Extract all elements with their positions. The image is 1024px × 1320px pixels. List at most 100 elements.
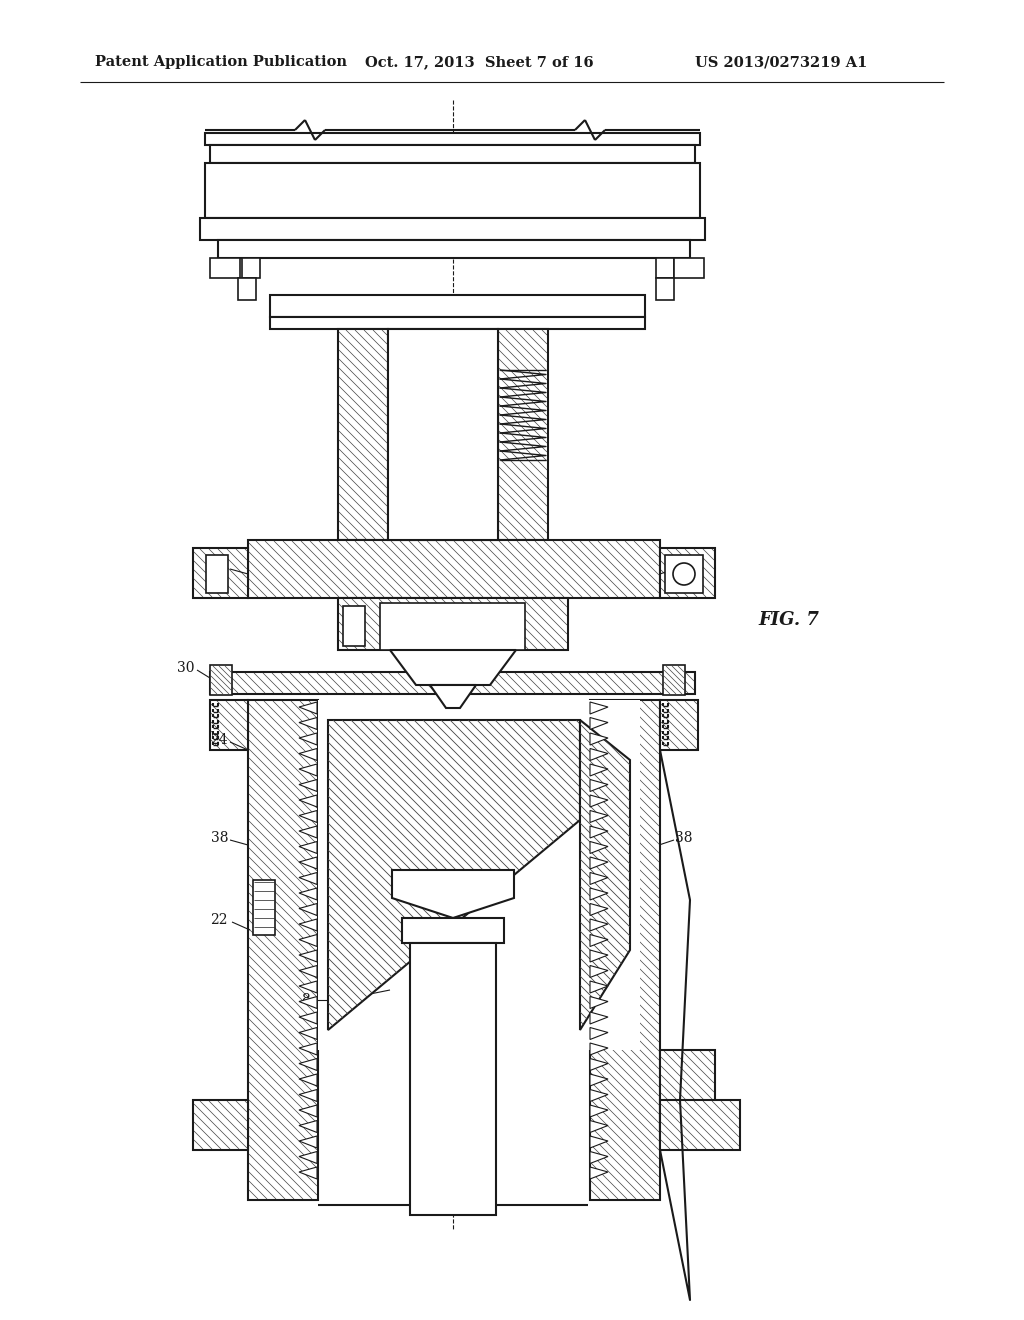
Polygon shape (299, 1012, 317, 1024)
Text: Patent Application Publication: Patent Application Publication (95, 55, 347, 69)
Polygon shape (299, 857, 317, 869)
Text: 30: 30 (177, 661, 195, 675)
Bar (200, 218, 705, 240)
Bar (248, 700, 318, 1200)
Polygon shape (299, 1137, 317, 1148)
Bar (205, 133, 700, 145)
Polygon shape (328, 719, 580, 1030)
Polygon shape (299, 965, 317, 978)
Bar (410, 942, 496, 1214)
Polygon shape (590, 1151, 608, 1163)
Polygon shape (590, 842, 608, 854)
Bar (656, 257, 674, 279)
Polygon shape (590, 718, 608, 730)
Bar (210, 700, 248, 750)
Bar (660, 700, 698, 750)
Bar (674, 257, 705, 279)
Bar (210, 257, 240, 279)
Polygon shape (590, 764, 608, 776)
Polygon shape (590, 903, 608, 916)
Text: Oct. 17, 2013  Sheet 7 of 16: Oct. 17, 2013 Sheet 7 of 16 (365, 55, 594, 69)
Polygon shape (590, 935, 608, 946)
Polygon shape (299, 718, 317, 730)
Bar (248, 540, 660, 598)
Text: 36: 36 (392, 713, 410, 727)
Polygon shape (590, 997, 608, 1008)
Bar (665, 554, 703, 593)
Text: 8: 8 (301, 993, 310, 1007)
Polygon shape (299, 1059, 317, 1071)
Polygon shape (299, 1027, 317, 1040)
Polygon shape (299, 919, 317, 931)
Bar (210, 672, 695, 694)
Polygon shape (299, 748, 317, 760)
Bar (388, 329, 498, 540)
Text: 24: 24 (210, 733, 228, 747)
Text: 38: 38 (211, 560, 228, 574)
Polygon shape (590, 1043, 608, 1055)
Polygon shape (590, 1012, 608, 1024)
Polygon shape (590, 888, 608, 900)
Bar (590, 700, 660, 1200)
Polygon shape (590, 810, 608, 822)
Text: US 2013/0273219 A1: US 2013/0273219 A1 (695, 55, 867, 69)
Polygon shape (299, 1074, 317, 1086)
Text: 38: 38 (675, 832, 692, 845)
Polygon shape (580, 719, 630, 1030)
Bar (343, 606, 365, 645)
Text: 38: 38 (675, 560, 692, 574)
Bar (338, 329, 388, 540)
Bar (660, 548, 715, 598)
Polygon shape (299, 810, 317, 822)
Bar (193, 1100, 248, 1150)
Polygon shape (299, 764, 317, 776)
Polygon shape (590, 919, 608, 931)
Bar (206, 554, 228, 593)
Polygon shape (299, 1151, 317, 1163)
Polygon shape (299, 1121, 317, 1133)
Polygon shape (590, 733, 608, 744)
Polygon shape (590, 1121, 608, 1133)
Bar (380, 603, 525, 649)
Bar (338, 598, 568, 649)
Bar (238, 279, 256, 300)
Bar (660, 1100, 740, 1150)
Bar (210, 665, 232, 696)
Polygon shape (590, 748, 608, 760)
Polygon shape (299, 935, 317, 946)
Bar (402, 917, 504, 942)
Text: 22: 22 (211, 913, 228, 927)
Polygon shape (299, 997, 317, 1008)
Text: FIG. 7: FIG. 7 (758, 611, 819, 630)
Polygon shape (590, 1059, 608, 1071)
Bar (270, 317, 645, 329)
Polygon shape (299, 1089, 317, 1101)
Circle shape (673, 564, 695, 585)
Polygon shape (590, 981, 608, 993)
Bar (242, 257, 260, 279)
Polygon shape (590, 702, 608, 714)
Polygon shape (590, 1105, 608, 1117)
Polygon shape (590, 950, 608, 962)
Polygon shape (299, 903, 317, 916)
Polygon shape (392, 870, 514, 917)
Polygon shape (590, 795, 608, 807)
Polygon shape (430, 685, 476, 708)
Polygon shape (299, 888, 317, 900)
Polygon shape (590, 857, 608, 869)
Polygon shape (299, 1105, 317, 1117)
Bar (318, 700, 640, 1049)
Polygon shape (299, 780, 317, 792)
Bar (656, 279, 674, 300)
Polygon shape (590, 1167, 608, 1179)
Polygon shape (299, 1043, 317, 1055)
Polygon shape (299, 702, 317, 714)
Bar (193, 548, 248, 598)
Polygon shape (590, 1074, 608, 1086)
Bar (253, 880, 275, 935)
Polygon shape (299, 733, 317, 744)
Polygon shape (590, 873, 608, 884)
Bar (218, 240, 690, 257)
Polygon shape (590, 1137, 608, 1148)
Polygon shape (590, 1027, 608, 1040)
